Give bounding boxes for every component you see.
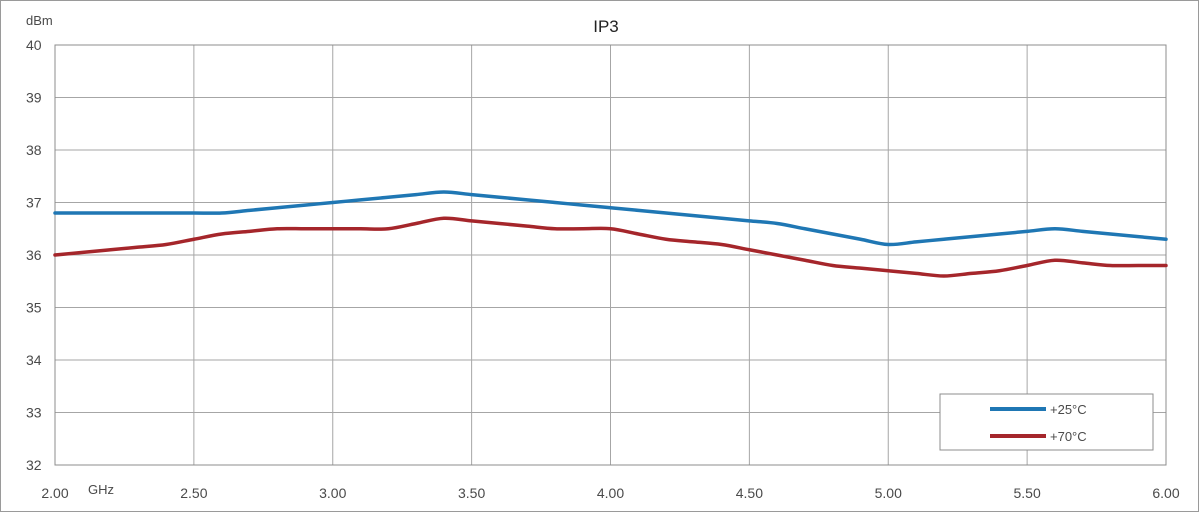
x-tick-label: 2.00 (41, 485, 68, 501)
chart-title: IP3 (593, 17, 619, 36)
y-tick-label: 38 (26, 142, 42, 158)
series-line-25c (53, 190, 1168, 247)
y-tick-label: 40 (26, 37, 42, 53)
y-tick-label: 39 (26, 90, 42, 106)
y-tick-label: 32 (26, 457, 42, 473)
legend-box (939, 393, 1154, 451)
y-axis-ticks: 32 33 34 35 36 37 38 39 40 (26, 37, 42, 473)
y-tick-label: 37 (26, 195, 42, 211)
y-tick-label: 34 (26, 352, 42, 368)
x-tick-label: 3.50 (458, 485, 485, 501)
y-tick-label: 35 (26, 300, 42, 316)
x-tick-label: 5.50 (1014, 485, 1041, 501)
x-tick-label: 6.00 (1152, 485, 1179, 501)
x-axis-ticks: 2.00 2.50 3.00 3.50 4.00 4.50 5.00 5.50 6.00 (41, 485, 1179, 501)
series-line-70c (53, 216, 1168, 278)
y-axis-unit-label: dBm (26, 13, 53, 28)
series-layer (53, 190, 1168, 278)
y-tick-label: 33 (26, 405, 42, 421)
legend-label-25c: +25°C (1050, 402, 1087, 417)
x-tick-label: 5.00 (875, 485, 902, 501)
x-tick-label: 4.00 (597, 485, 624, 501)
y-tick-label: 36 (26, 247, 42, 263)
x-tick-label: 4.50 (736, 485, 763, 501)
legend: +25°C +70°C (939, 393, 1154, 451)
x-axis-unit-label: GHz (88, 482, 114, 497)
legend-label-70c: +70°C (1050, 429, 1087, 444)
x-tick-label: 2.50 (180, 485, 207, 501)
x-tick-label: 3.00 (319, 485, 346, 501)
